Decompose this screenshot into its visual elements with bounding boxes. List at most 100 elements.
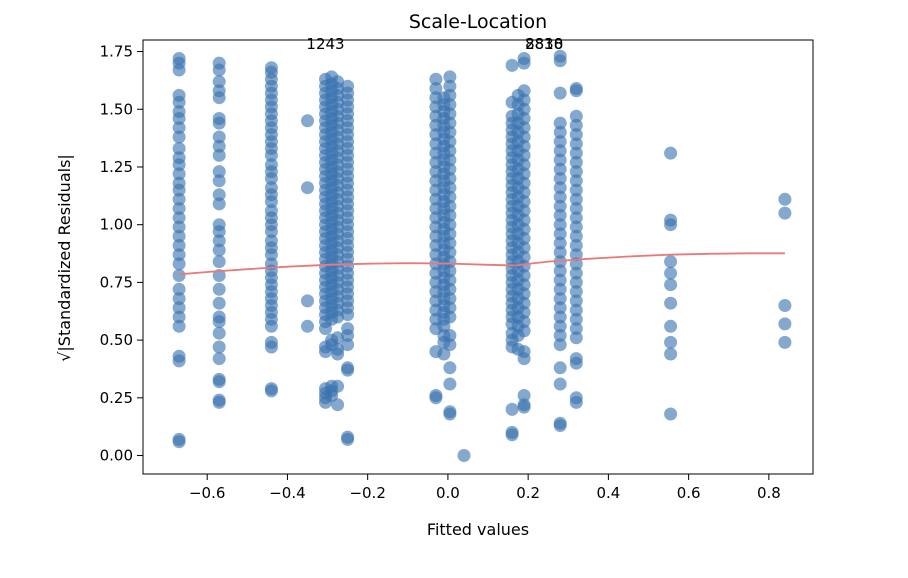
scatter-point: [172, 257, 186, 271]
scatter-point: [341, 363, 355, 377]
scatter-point: [443, 245, 457, 259]
scatter-point: [325, 389, 339, 402]
scatter-point: [569, 128, 583, 142]
scatter-point: [517, 176, 531, 190]
scatter-point: [172, 319, 186, 333]
scatter-point: [517, 232, 531, 245]
scatter-point: [517, 195, 531, 209]
scatter-point: [172, 121, 186, 135]
scatter-point: [212, 116, 226, 130]
scatter-point: [264, 319, 278, 333]
scatter-point: [264, 172, 278, 185]
scatter-point: [172, 310, 186, 324]
scatter-point: [517, 185, 531, 199]
scatter-point: [517, 84, 531, 98]
scatter-point: [517, 269, 531, 282]
scatter-point: [517, 102, 531, 116]
scatter-point: [172, 211, 186, 225]
scatter-point: [443, 98, 457, 112]
y-axis: 0.00 0.25 0.50 0.75 1.00 1.25 1.50 1.75: [100, 43, 143, 465]
scatter-point: [172, 301, 186, 315]
scatter-point: [505, 402, 519, 416]
scatter-point: [569, 118, 583, 132]
scatter-point: [443, 125, 457, 139]
scatter-point: [569, 285, 583, 299]
x-tick-label: 0.6: [677, 484, 701, 502]
scatter-point: [517, 121, 531, 135]
scatter-point: [664, 407, 678, 421]
scatter-point: [553, 162, 567, 176]
scatter-point: [517, 158, 531, 172]
scatter-point: [331, 398, 345, 412]
scatter-point: [553, 208, 567, 222]
scatter-point: [569, 183, 583, 197]
scatter-point: [443, 190, 457, 204]
scatter-point: [443, 227, 457, 241]
scatter-point: [517, 213, 531, 227]
scatter-point: [443, 301, 457, 315]
scatter-point: [664, 218, 678, 232]
scatter-point: [429, 72, 443, 86]
scatter-point: [553, 144, 567, 158]
scatter-point: [443, 144, 457, 158]
scatter-point: [212, 130, 226, 144]
scatter-point: [553, 54, 567, 68]
scatter-point: [553, 153, 567, 167]
scatter-point: [341, 432, 355, 446]
scatter-point: [212, 243, 226, 257]
y-tick-label: 0.25: [100, 389, 133, 407]
scatter-point: [172, 229, 186, 243]
scatter-point: [553, 86, 567, 100]
scatter-point: [569, 294, 583, 308]
scatter-point: [429, 391, 443, 405]
y-tick-label: 0.50: [100, 331, 133, 349]
scatter-point: [172, 63, 186, 77]
scatter-point: [443, 292, 457, 306]
scatter-point: [517, 389, 531, 402]
scatter-point: [212, 395, 226, 409]
scatter-point: [443, 361, 457, 375]
scatter-point: [212, 197, 226, 211]
scatter-point: [341, 338, 355, 352]
scatter-point: [301, 319, 314, 333]
scatter-point: [172, 112, 186, 125]
scatter-point: [437, 347, 451, 361]
scatter-point: [569, 84, 583, 98]
scatter-point: [341, 329, 355, 342]
scatter-point: [553, 135, 567, 149]
scatter-point: [569, 146, 583, 160]
scatter-point: [443, 162, 457, 176]
scatter-point: [664, 347, 678, 361]
scatter-point: [212, 352, 226, 366]
scatter-point: [569, 395, 583, 409]
scatter-point: [569, 248, 583, 262]
y-tick-label: 1.00: [100, 216, 133, 234]
scatter-point: [505, 58, 519, 72]
scatter-point: [553, 310, 567, 324]
scatter-point: [443, 116, 457, 130]
y-tick-label: 1.25: [100, 158, 133, 176]
scatter-point: [443, 255, 457, 269]
scatter-point: [664, 266, 678, 280]
scatter-point: [517, 352, 531, 366]
scatter-point: [437, 319, 451, 333]
y-axis-label: √|Standardized Residuals|: [55, 154, 74, 362]
scatter-point: [517, 296, 531, 310]
scatter-point: [331, 347, 345, 361]
scatter-point: [553, 172, 567, 185]
scatter-point: [569, 266, 583, 280]
scatter-point: [664, 278, 678, 292]
scatter-points: [172, 49, 792, 462]
scatter-point: [172, 239, 186, 252]
scatter-point: [553, 319, 567, 333]
scatter-point: [569, 312, 583, 326]
scatter-point: [319, 322, 332, 336]
scatter-point: [212, 296, 226, 310]
axes-frame: [142, 39, 814, 475]
chart-title: Scale-Location: [409, 11, 547, 33]
scatter-point: [553, 236, 567, 250]
scatter-point: [172, 183, 186, 197]
scatter-point: [443, 208, 457, 222]
